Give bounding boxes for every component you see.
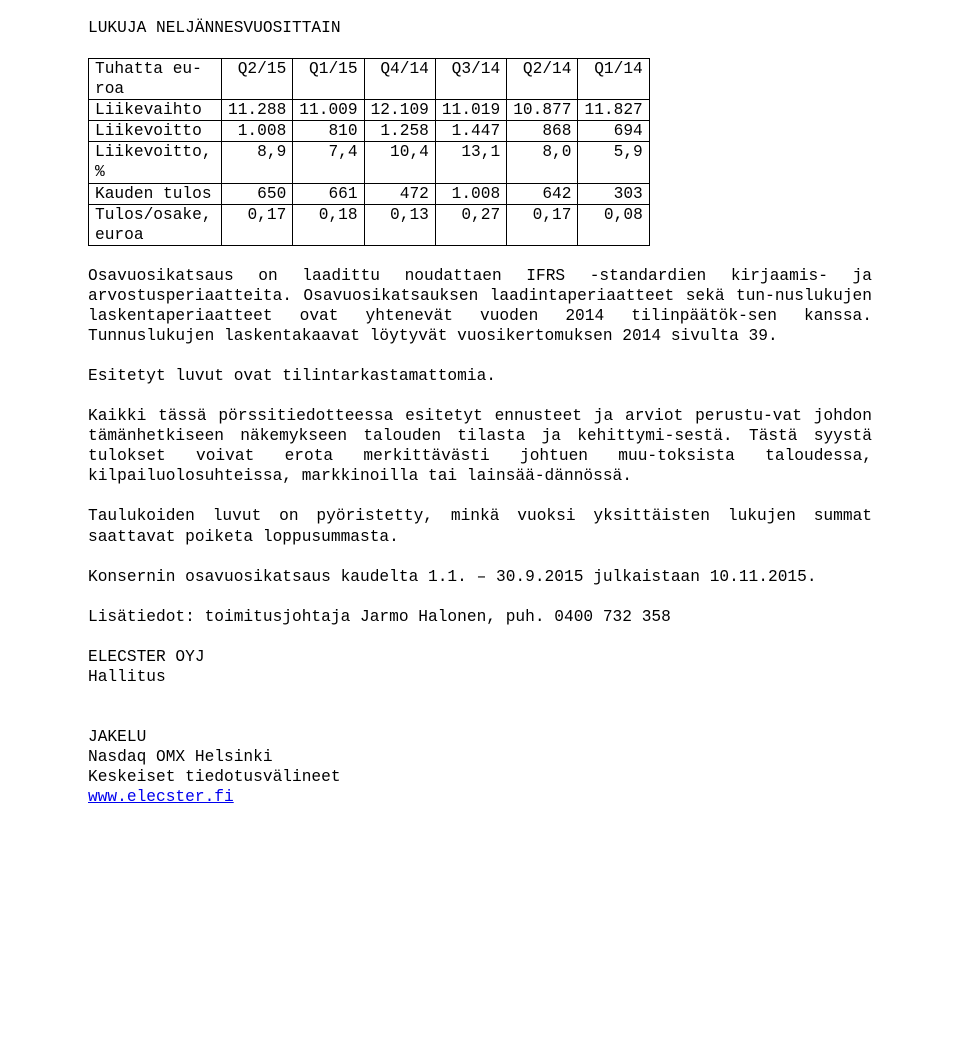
website-link[interactable]: www.elecster.fi [88, 788, 234, 806]
signature-block: ELECSTER OYJ Hallitus [88, 647, 872, 687]
distribution-line: Keskeiset tiedotusvälineet [88, 767, 872, 787]
distribution-line: Nasdaq OMX Helsinki [88, 747, 872, 767]
cell: 0,08 [578, 204, 649, 245]
row-label: Tulos/osake,euroa [89, 204, 222, 245]
distribution-block: JAKELU Nasdaq OMX Helsinki Keskeiset tie… [88, 727, 872, 807]
cell: 5,9 [578, 142, 649, 183]
cell: 12.109 [364, 100, 435, 121]
cell: 1.008 [435, 183, 506, 204]
cell: 1.258 [364, 121, 435, 142]
cell: 694 [578, 121, 649, 142]
cell: 661 [293, 183, 364, 204]
cell: 10.877 [507, 100, 578, 121]
table-row: Liikevaihto 11.288 11.009 12.109 11.019 … [89, 100, 650, 121]
cell: 868 [507, 121, 578, 142]
cell: 7,4 [293, 142, 364, 183]
col-header: Q1/15 [293, 59, 364, 100]
cell: 472 [364, 183, 435, 204]
col-header: Q2/15 [222, 59, 293, 100]
page-title: LUKUJA NELJÄNNESVUOSITTAIN [88, 18, 872, 38]
table-row: Liikevoitto,% 8,9 7,4 10,4 13,1 8,0 5,9 [89, 142, 650, 183]
col-header: Q4/14 [364, 59, 435, 100]
row-label: Liikevoitto [89, 121, 222, 142]
table-row: Kauden tulos 650 661 472 1.008 642 303 [89, 183, 650, 204]
table-row: Liikevoitto 1.008 810 1.258 1.447 868 69… [89, 121, 650, 142]
row-label: Tuhatta eu-roa [89, 59, 222, 100]
table-row: Tuhatta eu-roa Q2/15 Q1/15 Q4/14 Q3/14 Q… [89, 59, 650, 100]
row-label: Kauden tulos [89, 183, 222, 204]
paragraph: Konsernin osavuosikatsaus kaudelta 1.1. … [88, 567, 872, 587]
row-label: Liikevaihto [89, 100, 222, 121]
cell: 642 [507, 183, 578, 204]
cell: 650 [222, 183, 293, 204]
cell: 11.827 [578, 100, 649, 121]
paragraph: Osavuosikatsaus on laadittu noudattaen I… [88, 266, 872, 346]
signature-line: Hallitus [88, 667, 872, 687]
paragraph: Esitetyt luvut ovat tilintarkastamattomi… [88, 366, 872, 386]
cell: 13,1 [435, 142, 506, 183]
cell: 0,17 [222, 204, 293, 245]
cell: 0,13 [364, 204, 435, 245]
col-header: Q3/14 [435, 59, 506, 100]
cell: 11.019 [435, 100, 506, 121]
cell: 11.009 [293, 100, 364, 121]
cell: 1.008 [222, 121, 293, 142]
paragraph: Lisätiedot: toimitusjohtaja Jarmo Halone… [88, 607, 872, 627]
distribution-heading: JAKELU [88, 727, 872, 747]
cell: 0,17 [507, 204, 578, 245]
col-header: Q1/14 [578, 59, 649, 100]
cell: 10,4 [364, 142, 435, 183]
cell: 303 [578, 183, 649, 204]
cell: 8,0 [507, 142, 578, 183]
row-label: Liikevoitto,% [89, 142, 222, 183]
cell: 1.447 [435, 121, 506, 142]
quarterly-figures-table: Tuhatta eu-roa Q2/15 Q1/15 Q4/14 Q3/14 Q… [88, 58, 650, 246]
paragraph: Kaikki tässä pörssitiedotteessa esitetyt… [88, 406, 872, 486]
cell: 11.288 [222, 100, 293, 121]
paragraph: Taulukoiden luvut on pyöristetty, minkä … [88, 506, 872, 546]
cell: 810 [293, 121, 364, 142]
cell: 8,9 [222, 142, 293, 183]
table-row: Tulos/osake,euroa 0,17 0,18 0,13 0,27 0,… [89, 204, 650, 245]
cell: 0,27 [435, 204, 506, 245]
cell: 0,18 [293, 204, 364, 245]
col-header: Q2/14 [507, 59, 578, 100]
signature-line: ELECSTER OYJ [88, 647, 872, 667]
